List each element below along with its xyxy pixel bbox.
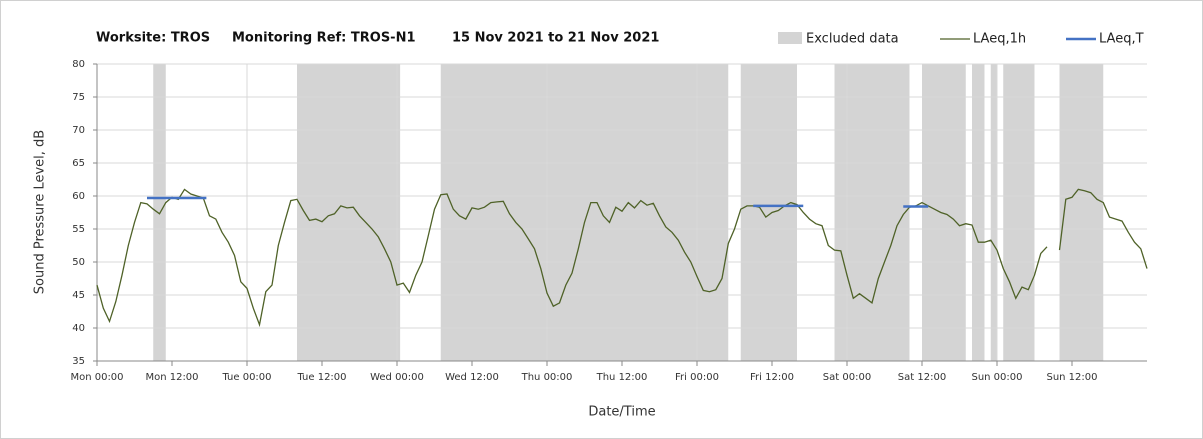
- y-tick-label: 35: [72, 356, 85, 367]
- legend-label: LAeq,T: [1099, 32, 1144, 47]
- x-tick-label: Tue 00:00: [221, 372, 271, 383]
- x-tick-label: Sun 12:00: [1046, 372, 1097, 383]
- x-tick-label: Tue 12:00: [296, 372, 346, 383]
- y-tick-label: 60: [72, 191, 85, 202]
- x-tick-label: Thu 00:00: [521, 372, 573, 383]
- x-tick-label: Fri 12:00: [750, 372, 794, 383]
- excluded-region: [922, 64, 966, 361]
- y-tick-label: 45: [72, 290, 85, 301]
- x-tick-label: Fri 00:00: [675, 372, 719, 383]
- excluded-region: [834, 64, 910, 361]
- x-tick-label: Mon 12:00: [145, 372, 198, 383]
- x-tick-label: Sun 00:00: [971, 372, 1022, 383]
- y-tick-label: 55: [72, 224, 85, 235]
- y-tick-label: 70: [72, 125, 85, 136]
- x-tick-label: Sat 00:00: [823, 372, 871, 383]
- legend-swatch: [778, 32, 802, 44]
- legend-label: Excluded data: [806, 32, 899, 47]
- x-tick-label: Wed 12:00: [445, 372, 499, 383]
- x-tick-label: Sat 12:00: [898, 372, 946, 383]
- y-tick-label: 50: [72, 257, 85, 268]
- y-tick-label: 40: [72, 323, 85, 334]
- y-tick-label: 80: [72, 59, 85, 70]
- x-axis-label: Date/Time: [588, 405, 655, 420]
- excluded-region: [740, 64, 797, 361]
- excluded-region: [1059, 64, 1104, 361]
- title-ref: Monitoring Ref: TROS-N1: [232, 31, 416, 46]
- excluded-region: [297, 64, 401, 361]
- series-line: [96, 188, 1148, 328]
- excluded-region: [972, 64, 985, 361]
- y-tick-label: 75: [72, 92, 85, 103]
- y-tick-label: 65: [72, 158, 85, 169]
- x-tick-label: Mon 00:00: [70, 372, 123, 383]
- x-tick-label: Wed 00:00: [370, 372, 424, 383]
- title-dates: 15 Nov 2021 to 21 Nov 2021: [452, 31, 659, 46]
- excluded-region: [440, 64, 729, 361]
- legend-label: LAeq,1h: [973, 32, 1026, 47]
- title-site: Worksite: TROS: [96, 31, 210, 46]
- excluded-region: [1003, 64, 1035, 361]
- excluded-region: [990, 64, 997, 361]
- x-tick-label: Thu 12:00: [596, 372, 648, 383]
- y-axis-label: Sound Pressure Level, dB: [33, 130, 48, 294]
